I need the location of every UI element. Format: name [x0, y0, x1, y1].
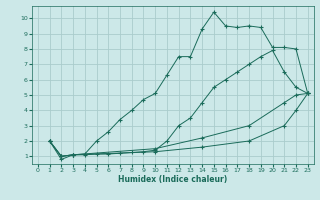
X-axis label: Humidex (Indice chaleur): Humidex (Indice chaleur) [118, 175, 228, 184]
